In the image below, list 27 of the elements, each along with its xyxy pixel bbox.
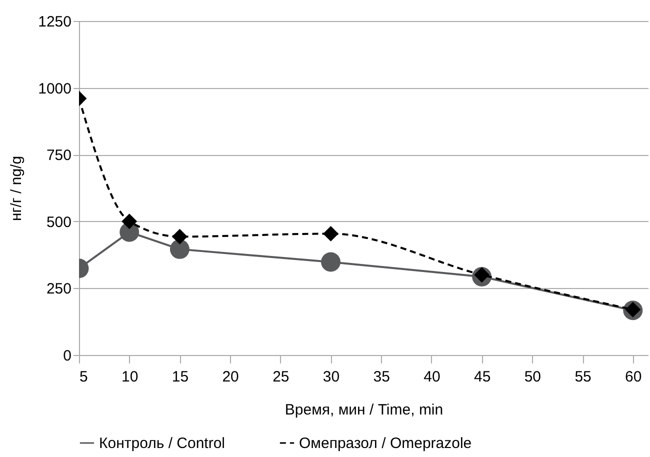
legend-label: Контроль / Control: [99, 435, 226, 452]
point: [170, 239, 190, 259]
x-axis-title: Время, мин / Time, min: [284, 402, 444, 418]
y-tick-label: 500: [46, 214, 72, 231]
point: [172, 228, 188, 244]
point: [122, 214, 138, 230]
y-tick-label: 250: [46, 280, 72, 298]
y-tick-label: 0: [63, 348, 72, 364]
x-tick-label: 35: [373, 368, 390, 386]
x-tick-label: 55: [574, 368, 592, 386]
y-tick-label: 1000: [38, 80, 72, 98]
x-tick-label: 60: [625, 368, 642, 386]
x-tick-label: 50: [524, 368, 542, 386]
x-tick-label: 45: [474, 368, 491, 386]
x-tick-label: 40: [424, 368, 440, 386]
legend-label: Омепразол / Omeprazole: [299, 435, 472, 452]
point: [323, 226, 339, 242]
x-tick-label: 30: [322, 368, 340, 386]
x-tick-label: 10: [122, 368, 138, 386]
x-tick-label: 15: [172, 368, 189, 386]
x-tick-label: 25: [272, 368, 290, 386]
x-tick-label: 20: [222, 368, 239, 386]
x-tick-label: 5: [80, 368, 88, 386]
y-tick-label: 750: [46, 147, 72, 164]
y-tick-label: 1250: [38, 14, 72, 30]
y-axis-title: нг/г / ng/g: [8, 156, 26, 222]
point: [321, 252, 341, 272]
